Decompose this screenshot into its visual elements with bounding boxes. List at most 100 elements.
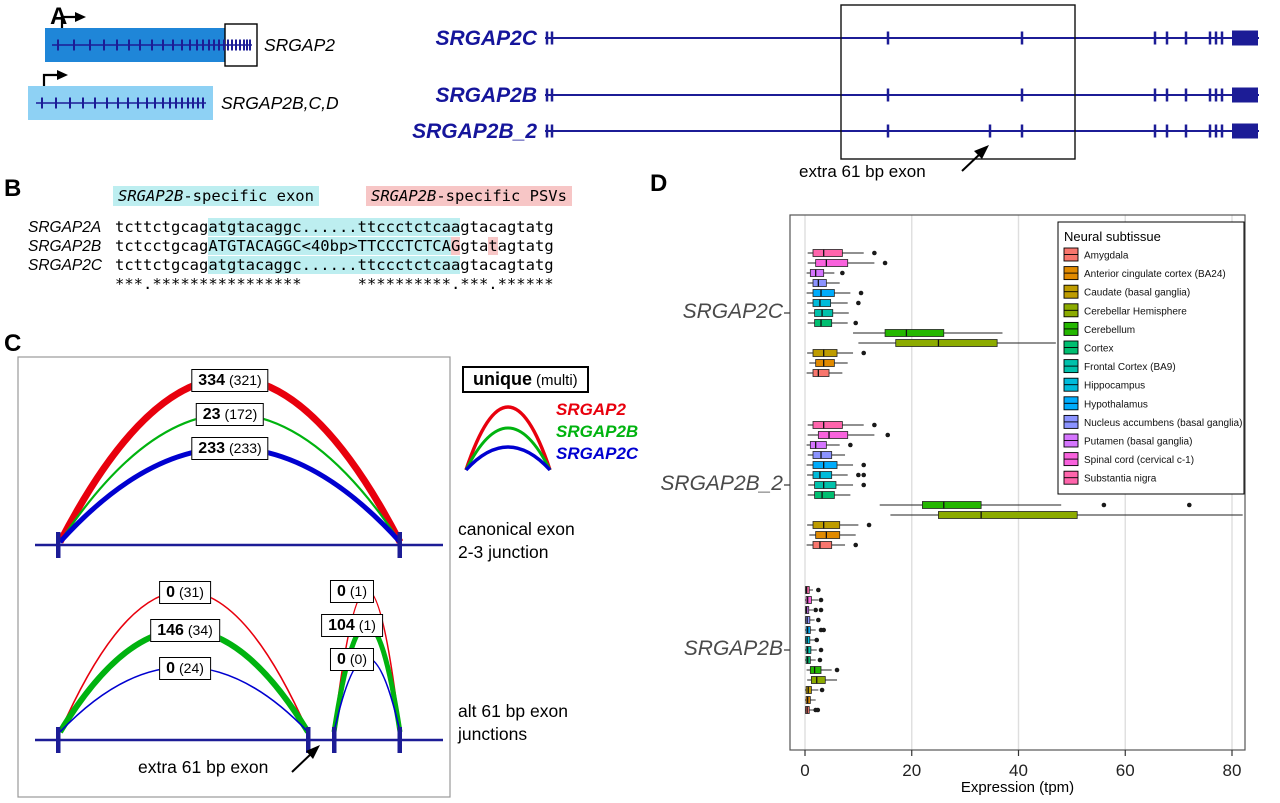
junction-count-box: 233 (233) [191,437,269,460]
exon-header-gene: SRGAP2B [118,187,184,205]
tss-arrowhead-2 [57,70,68,80]
canonical-caption: canonical exon 2-3 junction [458,519,575,562]
psv-header-rest: -specific PSVs [436,187,567,205]
svg-text:Amygdala: Amygdala [1084,251,1129,262]
y-label-srgap2b: SRGAP2B [683,637,783,660]
exon-tick [397,727,402,753]
svg-text:Cerebellar Hemisphere: Cerebellar Hemisphere [1084,306,1187,317]
panel-c-label: C [4,330,22,357]
multi-count: (34) [187,622,213,638]
psv-header-gene: SRGAP2B [371,187,437,205]
svg-text:Anterior cingulate cortex (BA2: Anterior cingulate cortex (BA24) [1084,269,1226,280]
unique-count: 0 [336,583,346,600]
legend-title-box: unique (multi) [462,366,589,393]
unique-count: 0 [166,584,175,601]
alt-left-arc-srgap2b [57,627,311,734]
tss-arrowhead [75,12,86,22]
panel-d-plot: 0 20 40 60 80 Neural subtissue Amygdala Anterio… [784,214,1246,780]
sequence-name: SRGAP2C [28,257,103,274]
svg-text:Caudate (basal ganglia): Caudate (basal ganglia) [1084,288,1190,299]
extra-exon-region-box [840,4,1076,160]
multi-count: (1) [358,617,376,633]
sequence-name: SRGAP2B [28,238,102,255]
svg-text:Hypothalamus: Hypothalamus [1084,399,1148,410]
sequence: tctcctgcagATGTACAGGC<40bp>TTCCCTCTCAGgta… [115,237,554,255]
alignment-rows: SRGAP2A tcttctgcagatgtacaggc......ttccctc… [28,218,554,294]
plot-panel-border [789,214,1246,751]
unique-label: unique [473,369,532,389]
unique-count: 233 [198,440,226,457]
duplicate-gene-label: SRGAP2B,C,D [221,93,339,113]
multi-count: (172) [224,406,258,422]
unique-count: 0 [166,660,175,677]
svg-text:Frontal Cortex (BA9): Frontal Cortex (BA9) [1084,362,1176,373]
multi-count: (0) [349,651,368,667]
legend: Neural subtissue Amygdala Anterior cingula… [1057,221,1245,495]
transcript-model-SRGAP2B_2 [545,123,1259,139]
svg-text:Cortex: Cortex [1084,344,1113,355]
junction-count-box: 0 (1) [329,580,375,603]
unique-count: 104 [328,617,355,634]
exon-header: SRGAP2B-specific exon [113,186,319,206]
junction-count-box: 23 (172) [195,403,265,426]
annotation-arrow-a [961,152,982,172]
x-axis-title: Expression (tpm) [960,779,1075,796]
transcript-name-srgap2c: SRGAP2C [435,27,537,50]
junction-count-box: 0 (31) [159,581,211,604]
alignment-row: ***.**************** **********.***.****… [28,275,554,294]
transcript-name-srgap2b: SRGAP2B [435,84,537,107]
multi-count: (31) [179,584,204,600]
multi-count: (321) [229,372,262,388]
unique-count: 23 [202,406,221,423]
unique-count: 146 [157,622,184,639]
junction-count-box: 146 (34) [150,619,220,642]
annotation-arrow-c [291,751,314,773]
panel-a-diagram: SRGAP2 SRGAP2B,C,D SRGAP2C SRGAP2B SRGAP… [28,4,1259,181]
multi-count: (24) [179,660,204,676]
multi-count: (233) [229,440,262,456]
legend-arc-srgap2 [464,405,552,471]
exon-header-rest: -specific exon [183,187,314,205]
ancestral-gene-label: SRGAP2 [264,35,335,55]
annotation-arrowhead-a [974,145,989,159]
alt-caption: alt 61 bp exon junctions [458,701,568,744]
legend-label-srgap2: SRGAP2 [556,400,626,419]
alignment-row: SRGAP2C tcttctgcagatgtacaggc......ttccctc… [28,256,554,275]
svg-text:Substantia nigra: Substantia nigra [1084,474,1157,485]
extra-exon-annotation-c: extra 61 bp exon [138,757,269,777]
junction-count-box: 334 (321) [191,369,269,392]
alignment-row: SRGAP2B tctcctgcagATGTACAGGC<40bp>TTCCCTC… [28,237,554,256]
transcript-name-srgap2b_2: SRGAP2B_2 [412,120,537,143]
svg-text:0: 0 [800,761,809,780]
legend-label-srgap2c: SRGAP2C [556,444,639,463]
junction-count-box: 0 (24) [159,657,211,680]
tss-arrow [60,15,75,31]
legend-arc-srgap2c [464,445,552,472]
panel-d-label: D [650,170,668,197]
svg-text:Nucleus accumbens (basal gangl: Nucleus accumbens (basal ganglia) [1084,418,1242,429]
alignment-row: SRGAP2A tcttctgcagatgtacaggc......ttccctc… [28,218,554,237]
panel-c-border [17,356,451,798]
svg-text:80: 80 [1223,761,1242,780]
exon-tick [397,532,402,558]
sequence: tcttctgcagatgtacaggc......ttccctctcaagta… [115,218,554,236]
tss-arrow-2 [42,73,57,89]
svg-text:40: 40 [1009,761,1028,780]
legend-title: Neural subtissue [1064,229,1161,244]
unique-count: 0 [336,651,346,668]
y-label-srgap2b_2: SRGAP2B_2 [660,472,783,495]
transcript-models [545,30,1259,139]
sequence: ***.**************** **********.***.****… [115,275,554,293]
sequence: tcttctgcagatgtacaggc......ttccctctcaagta… [115,256,554,274]
svg-text:Hippocampus: Hippocampus [1084,381,1145,392]
svg-text:20: 20 [902,761,921,780]
exon-tick [56,727,61,753]
annotation-arrowhead-c [306,745,320,759]
legend-label-srgap2b: SRGAP2B [556,422,638,441]
alt-right-arc-srgap2b [331,622,403,733]
junction-count-box: 104 (1) [321,614,383,637]
exon-tick-extra-61bp [306,727,311,753]
x-axis: 0 20 40 60 80 [784,312,1242,780]
panel-b-label: B [4,175,22,202]
